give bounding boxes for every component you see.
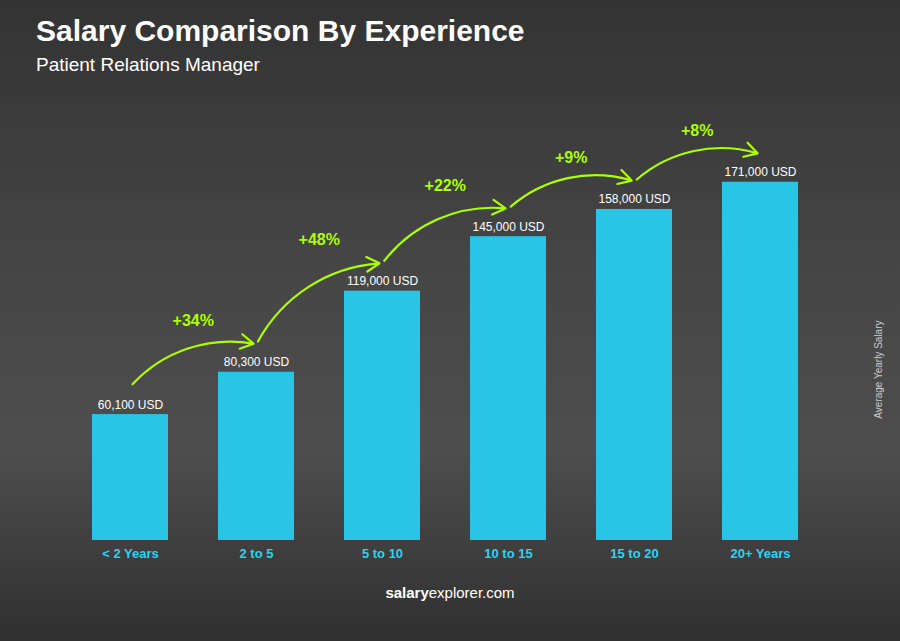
svg-text:119,000 USD: 119,000 USD [347,274,418,288]
svg-text:10 to 15: 10 to 15 [484,546,532,561]
html-text:Patient Relations Manager: Patient Relations Manager [36,54,260,75]
svg-text:+22%: +22% [425,177,466,194]
html-text:Salary Comparison By Experienc: Salary Comparison By Experience [36,14,525,47]
svg-text:80,300 USD: 80,300 USD [224,355,290,369]
svg-text:+48%: +48% [299,231,340,248]
svg-text:2 to 5: 2 to 5 [240,546,274,561]
svg-text:5 to 10: 5 to 10 [362,546,403,561]
svg-text:20+ Years: 20+ Years [730,546,790,561]
svg-text:171,000 USD: 171,000 USD [724,165,796,179]
svg-text:15 to 20: 15 to 20 [610,546,658,561]
svg-text:145,000 USD: 145,000 USD [472,220,544,234]
svg-text:+34%: +34% [173,312,214,329]
svg-text:60,100 USD: 60,100 USD [98,398,164,412]
svg-text:158,000 USD: 158,000 USD [598,192,670,206]
svg-text:< 2 Years: < 2 Years [102,546,159,561]
svg-text:+8%: +8% [681,122,713,139]
svg-text:+9%: +9% [555,149,587,166]
svg-text:Average Yearly Salary: Average Yearly Salary [873,321,884,419]
html-text:salary explorer.com: salary explorer.com [385,584,515,601]
